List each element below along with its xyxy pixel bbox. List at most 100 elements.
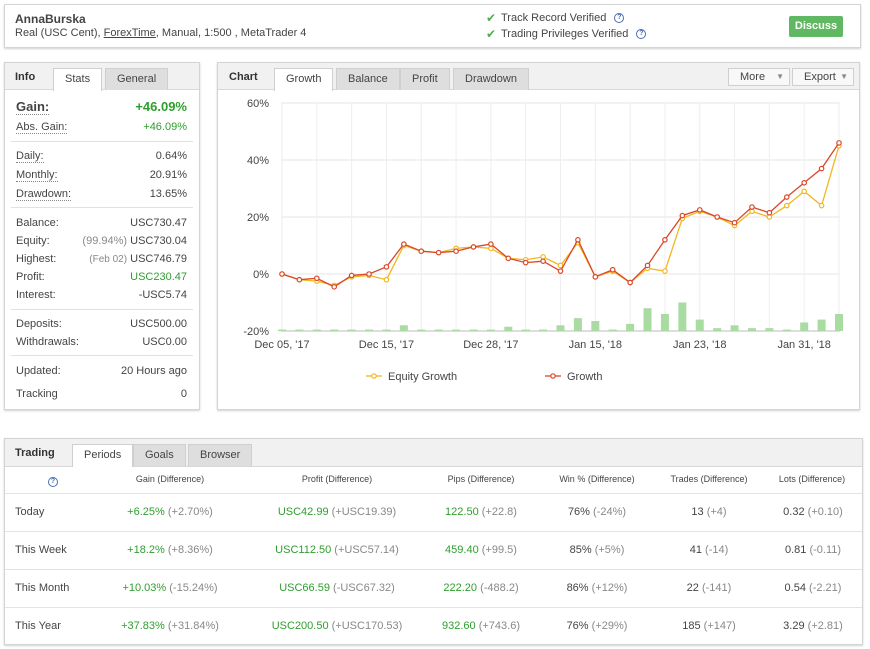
legend-marker: [550, 373, 556, 379]
win-difference: (-24%): [593, 506, 627, 518]
chart-grid: [281, 102, 840, 332]
lots-difference: (-0.11): [809, 544, 842, 556]
series-point: [331, 284, 338, 290]
tab-balance[interactable]: Balance: [336, 68, 400, 90]
balance-label: Balance:: [16, 217, 59, 229]
lots-difference: (+2.81): [807, 620, 843, 632]
tab-goals[interactable]: Goals: [133, 444, 186, 466]
legend-label[interactable]: Equity Growth: [388, 371, 457, 383]
pips-value: 122.50: [445, 506, 479, 518]
win-cell: 85% (+5%): [517, 544, 677, 556]
help-icon[interactable]: ?: [614, 13, 625, 23]
tab-periods[interactable]: Periods: [72, 444, 134, 467]
y-tick-label: 60%: [247, 98, 269, 110]
interest-row: Interest: -USC5.74: [16, 289, 187, 301]
win-difference: (+5%): [594, 544, 625, 556]
chart-bars: [278, 302, 843, 331]
series-point: [696, 207, 703, 213]
volume-bar: [626, 323, 635, 331]
volume-bar: [434, 329, 443, 331]
gain-difference: (+2.70%): [167, 506, 213, 518]
x-tick-label: Jan 31, '18: [777, 339, 830, 351]
discuss-button[interactable]: Discuss: [789, 16, 843, 37]
profit-value: USC42.99: [277, 506, 329, 518]
win-cell: 76% (+29%): [517, 620, 677, 632]
volume-bar: [730, 325, 739, 331]
volume-bar: [608, 329, 617, 331]
equity-row: Equity: (99.94%) USC730.04: [16, 235, 187, 247]
interest-label: Interest:: [16, 289, 56, 301]
track-record-verified: ✔ Track Record Verified ?: [486, 11, 625, 25]
pips-cell: 222.20 (-488.2): [401, 582, 561, 594]
tracking-row: Tracking 0: [16, 388, 187, 400]
checkmark-icon: ✔: [486, 27, 497, 41]
volume-bar: [504, 326, 513, 331]
profit-value: USC230.47: [130, 271, 187, 283]
tab-growth[interactable]: Growth: [274, 68, 334, 91]
help-icon[interactable]: ?: [636, 29, 647, 39]
series-point: [522, 259, 529, 266]
monthly-value: 20.91%: [149, 169, 187, 181]
tab-profit[interactable]: Profit: [400, 68, 450, 90]
chevron-down-icon: ▼: [776, 72, 784, 81]
profit-cell: USC200.50 (+USC170.53): [257, 620, 417, 632]
daily-row: Daily: 0.64%: [16, 150, 187, 163]
info-title: Info: [15, 71, 36, 83]
lots-difference: (+0.10): [807, 506, 843, 518]
x-tick-label: Jan 15, '18: [569, 339, 622, 351]
profit-difference: (+USC57.14): [334, 544, 399, 556]
period-label: This Month: [15, 582, 70, 594]
volume-bar: [486, 329, 495, 331]
checkmark-icon: ✔: [486, 11, 497, 25]
profit-cell: USC66.59 (-USC67.32): [257, 582, 417, 594]
volume-bar: [695, 319, 704, 331]
volume-bar: [835, 313, 843, 331]
gain-row: Gain: +46.09%: [16, 99, 187, 115]
gain-cell: +37.83% (+31.84%): [90, 620, 250, 632]
y-axis-ticks: 60% 40% 20% 0% -20%: [243, 98, 269, 338]
tab-stats[interactable]: Stats: [53, 68, 103, 91]
more-dropdown[interactable]: More ▼: [728, 68, 790, 86]
chart-lines: [279, 140, 842, 290]
account-header: AnnaBurska Real (USC Cent), ForexTime, M…: [4, 4, 861, 48]
profit-value: USC66.59: [279, 582, 330, 594]
series-point: [749, 204, 755, 210]
account-type: Real (USC Cent),: [15, 27, 104, 39]
account-name: AnnaBurska: [15, 12, 86, 26]
volume-bar: [747, 328, 756, 331]
chevron-down-icon: ▼: [840, 72, 848, 81]
highest-label: Highest:: [16, 253, 57, 265]
tab-browser[interactable]: Browser: [188, 444, 253, 466]
lots-value: 0.32: [783, 506, 805, 518]
series-point: [557, 268, 564, 274]
trades-value: 13: [691, 506, 704, 518]
legend-label[interactable]: Growth: [567, 371, 602, 383]
pips-cell: 122.50 (+22.8): [401, 506, 561, 518]
broker-link[interactable]: ForexTime: [103, 27, 156, 39]
tab-drawdown[interactable]: Drawdown: [453, 68, 529, 90]
series-point: [592, 274, 599, 280]
help-icon[interactable]: ?: [48, 477, 58, 487]
chart-panel: Chart Growth Balance Profit Drawdown Mor…: [217, 62, 860, 410]
tracking-label: Tracking: [16, 388, 58, 400]
y-tick-label: 0%: [253, 269, 269, 281]
x-tick-label: Dec 05, '17: [254, 339, 309, 351]
volume-bar: [678, 302, 687, 331]
profit-difference: (+USC19.39): [331, 506, 397, 518]
volume-bar: [765, 328, 774, 331]
win-difference: (+29%): [591, 620, 628, 632]
chart-legend: Equity Growth Growth: [366, 371, 602, 383]
col-trades: Trades (Difference): [670, 474, 748, 484]
account-details: , Manual, 1:500 , MetaTrader 4: [155, 27, 307, 39]
export-dropdown[interactable]: Export ▼: [792, 68, 854, 86]
trading-privileges-label: Trading Privileges Verified: [501, 28, 629, 40]
win-value: 85%: [569, 544, 592, 556]
series-point: [383, 276, 390, 283]
tab-general[interactable]: General: [105, 68, 169, 90]
table-row: This Week +18.2% (+8.36%) USC112.50 (+USC5…: [5, 531, 862, 569]
withdrawals-value: USC0.00: [142, 336, 187, 348]
trades-cell: 41 (-14): [629, 544, 789, 556]
pips-difference: (-488.2): [480, 582, 519, 594]
series-point: [783, 194, 790, 200]
lots-cell: 0.32 (+0.10): [733, 506, 870, 518]
